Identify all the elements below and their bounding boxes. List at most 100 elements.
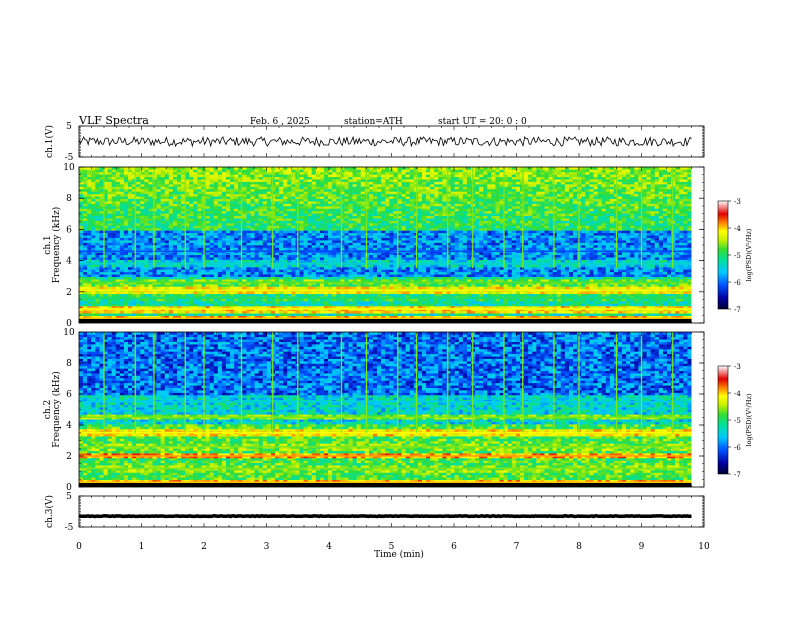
spectrogram-cell: [140, 179, 144, 182]
spectrogram-cell: [332, 301, 336, 304]
spectrogram-cell: [161, 247, 165, 250]
spectrogram-cell: [222, 274, 226, 277]
spectrogram-cell: [357, 269, 361, 272]
spectrogram-cell: [267, 299, 271, 302]
spectrogram-cell: [287, 313, 291, 316]
spectrogram-cell: [344, 194, 348, 197]
spectrogram-cell: [177, 233, 181, 236]
spectrogram-cell: [116, 189, 120, 192]
spectrogram-cell: [202, 304, 206, 307]
spectrogram-cell: [140, 243, 144, 246]
spectrogram-cell: [287, 245, 291, 248]
spectrogram-cell: [275, 240, 279, 243]
spectrogram-cell: [189, 199, 193, 202]
spectrogram-cell: [246, 230, 250, 233]
spectrogram-cell: [210, 182, 214, 185]
spectrogram-cell: [210, 267, 214, 270]
spectrogram-cell: [234, 218, 238, 221]
spectrogram-cell: [193, 274, 197, 277]
spectrogram-cell: [226, 299, 230, 302]
spectrogram-cell: [300, 184, 304, 187]
spectrogram-cell: [283, 230, 287, 233]
spectrogram-cell: [197, 265, 201, 268]
spectrogram-cell: [140, 194, 144, 197]
spectrogram-cell: [87, 230, 91, 233]
spectrogram-cell: [275, 233, 279, 236]
spectrogram-cell: [251, 182, 255, 185]
spectrogram-cell: [344, 265, 348, 268]
spectrogram-cell: [185, 272, 189, 275]
spectrogram-cell: [112, 245, 116, 248]
spectrogram-cell: [226, 233, 230, 236]
spectrogram-cell: [271, 274, 275, 277]
spectrogram-cell: [304, 313, 308, 316]
spectrogram-cell: [210, 274, 214, 277]
spectrogram-cell: [340, 313, 344, 316]
spectrogram-cell: [267, 194, 271, 197]
spectrogram-cell: [214, 213, 218, 216]
spectrogram-cell: [369, 294, 373, 297]
spectrogram-cell: [246, 269, 250, 272]
spectrogram-cell: [140, 184, 144, 187]
spectrogram-cell: [128, 313, 132, 316]
spectrogram-cell: [242, 218, 246, 221]
spectrogram-cell: [287, 279, 291, 282]
spectrogram-cell: [87, 255, 91, 258]
spectrogram-cell: [136, 213, 140, 216]
spectrogram-cell: [234, 247, 238, 250]
spectrogram-cell: [177, 238, 181, 241]
spectrogram-cell: [218, 277, 222, 280]
spectrogram-cell: [320, 216, 324, 219]
spectrogram-cell: [357, 291, 361, 294]
spectrogram-cell: [259, 304, 263, 307]
spectrogram-cell: [230, 199, 234, 202]
spectrogram-cell: [124, 169, 128, 172]
spectrogram-cell: [357, 304, 361, 307]
spectrogram-cell: [161, 201, 165, 204]
spectrogram-cell: [79, 184, 83, 187]
spectrogram-cell: [87, 313, 91, 316]
spectrogram-cell: [291, 243, 295, 246]
spectrogram-cell: [267, 269, 271, 272]
spectrogram-cell: [320, 269, 324, 272]
spectrogram-cell: [381, 194, 385, 197]
spectrogram-cell: [246, 177, 250, 180]
spectrogram-cell: [283, 294, 287, 297]
spectrogram-cell: [234, 169, 238, 172]
spectrogram-cell: [234, 179, 238, 182]
spectrogram-cell: [357, 189, 361, 192]
spectrogram-cell: [222, 304, 226, 307]
spectrogram-cell: [112, 204, 116, 207]
spectrogram-cell: [283, 199, 287, 202]
spectrogram-cell: [148, 233, 152, 236]
spectrogram-cell: [242, 226, 246, 229]
spectrogram-cell: [312, 223, 316, 226]
spectrogram-cell: [214, 286, 218, 289]
spectrogram-cell: [87, 187, 91, 190]
spectrogram-cell: [189, 235, 193, 238]
spectrogram-cell: [357, 194, 361, 197]
spectrogram-cell: [128, 221, 132, 224]
spectrogram-cell: [291, 252, 295, 255]
spectrogram-cell: [381, 184, 385, 187]
spectrogram-cell: [140, 169, 144, 172]
spectrogram-cell: [300, 277, 304, 280]
spectrogram-cell: [234, 279, 238, 282]
spectrogram-cell: [361, 304, 365, 307]
spectrogram-cell: [210, 223, 214, 226]
spectrogram-cell: [279, 304, 283, 307]
spectrogram-cell: [222, 184, 226, 187]
spectrogram-cell: [328, 233, 332, 236]
spectrogram-cell: [283, 187, 287, 190]
spectrogram-cell: [99, 174, 103, 177]
spectrogram-cell: [373, 294, 377, 297]
spectrogram-cell: [140, 167, 144, 170]
spectrogram-cell: [161, 272, 165, 275]
spectrogram-cell: [116, 196, 120, 199]
spectrogram-cell: [283, 255, 287, 258]
spectrogram-cell: [161, 228, 165, 231]
spectrogram-cell: [112, 228, 116, 231]
spectrogram-cell: [95, 235, 99, 238]
spectrogram-cell: [173, 182, 177, 185]
spectrogram-cell: [79, 277, 83, 280]
